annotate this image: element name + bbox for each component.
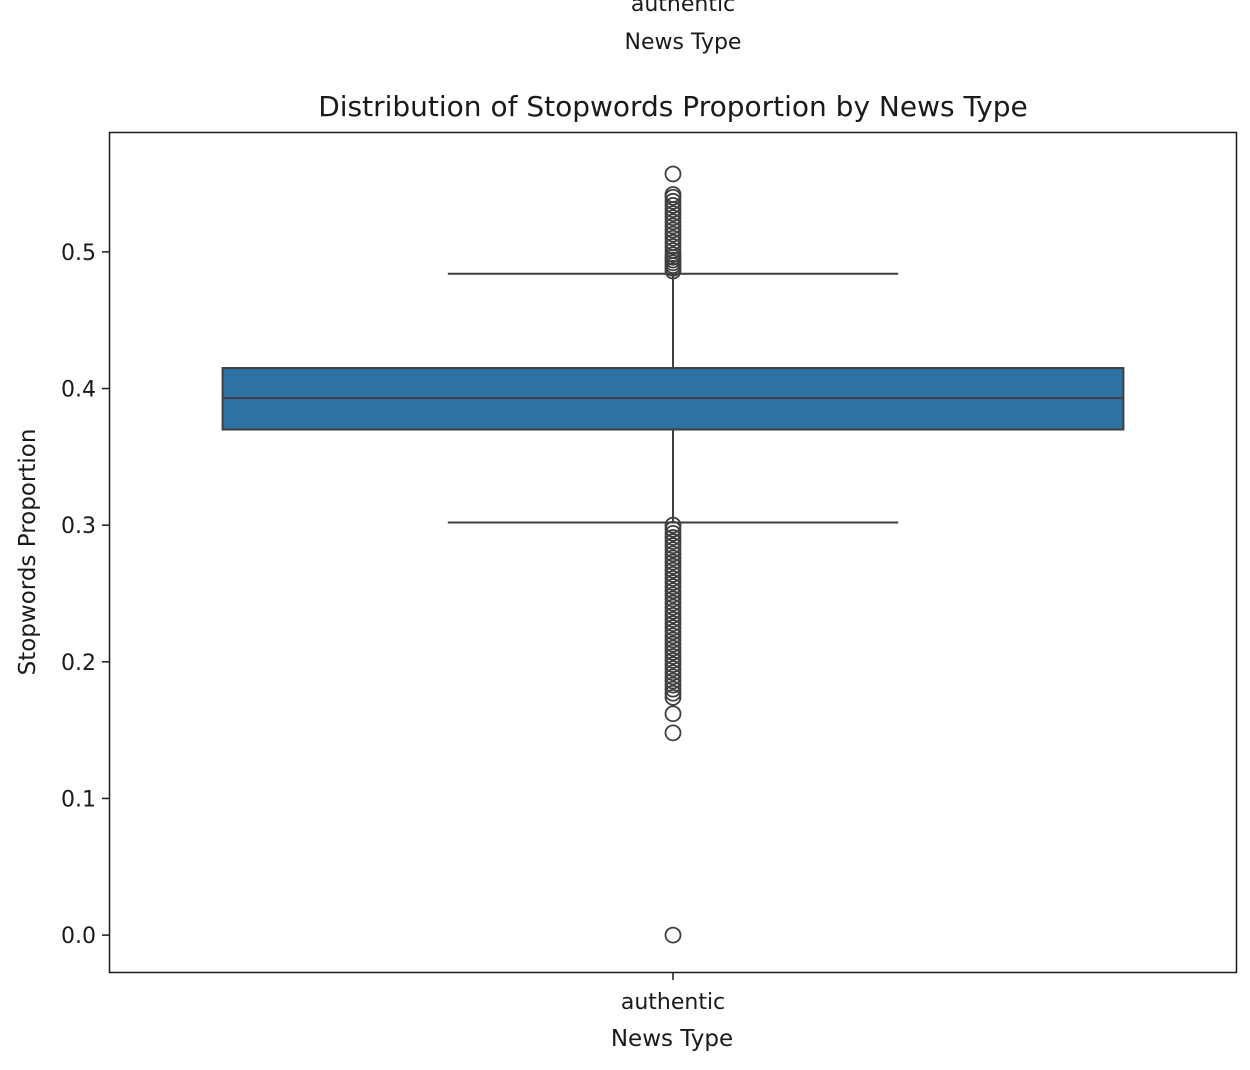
outlier-point [664, 582, 682, 600]
outlier-point [664, 660, 682, 678]
outlier-point [664, 606, 682, 624]
outlier-point [664, 570, 682, 587]
plot-area [221, 165, 1125, 944]
outlier-point [664, 541, 682, 559]
outlier-point [664, 221, 682, 239]
outlier-point [664, 217, 682, 235]
outlier-point [664, 561, 682, 579]
outlier-point [664, 553, 682, 571]
previous-panel-xlabel: News Type [624, 30, 742, 55]
outlier-point [664, 652, 682, 669]
outlier-point [664, 565, 682, 583]
axes: 0.0 0.1 0.2 0.3 0.4 0.5 authentic [61, 241, 725, 1015]
outlier-point [664, 672, 682, 690]
outlier-point [664, 656, 682, 673]
outlier-point [664, 549, 682, 567]
outlier-point [664, 262, 682, 280]
outlier-point [664, 627, 682, 645]
outlier-point [664, 529, 682, 546]
outlier-point [664, 516, 682, 534]
outlier-point [664, 192, 682, 210]
outlier-point [664, 229, 682, 247]
outlier-point [664, 524, 682, 542]
outlier-point [664, 213, 682, 231]
outlier-point [664, 578, 682, 596]
outlier-point [664, 643, 682, 661]
outlier-point [664, 209, 682, 227]
x-tick-label: authentic [621, 990, 725, 1015]
outlier-point [664, 635, 682, 653]
outlier-point [664, 205, 682, 223]
outlier-point [664, 238, 682, 255]
outlier-point [664, 926, 682, 944]
outlier-point [664, 520, 682, 538]
y-tick-label: 0.4 [61, 378, 96, 403]
y-tick-label: 0.3 [61, 514, 96, 539]
outlier-point [664, 165, 682, 183]
x-axis-label: News Type [611, 1026, 733, 1052]
outlier-point [664, 533, 682, 550]
outlier-point [664, 680, 682, 698]
outlier-point [664, 676, 682, 694]
previous-panel-tick-label: authentic [630, 0, 736, 17]
outlier-point [664, 623, 682, 641]
outlier-point [664, 684, 682, 702]
outlier-point [664, 574, 682, 591]
outlier-point [664, 724, 682, 742]
outlier-point [664, 557, 682, 575]
outlier-point [664, 647, 682, 665]
outlier-point [664, 664, 682, 682]
outlier-point [664, 668, 682, 686]
outlier-point [664, 586, 682, 604]
outlier-point [664, 590, 682, 608]
outlier-point [664, 705, 682, 723]
outlier-point [664, 602, 682, 620]
outlier-point [664, 201, 682, 218]
outlier-point [664, 197, 682, 214]
outlier-point [664, 598, 682, 616]
outlier-point [664, 545, 682, 563]
outlier-point [664, 631, 682, 649]
outlier-point [664, 688, 682, 706]
y-tick-label: 0.5 [61, 241, 96, 266]
outlier-point [664, 611, 682, 628]
y-tick-label: 0.0 [61, 924, 96, 949]
y-tick-label: 0.1 [61, 787, 96, 812]
outlier-point [664, 619, 682, 637]
outlier-point [664, 188, 682, 206]
outlier-point [664, 594, 682, 612]
outlier-point [664, 615, 682, 632]
y-tick-label: 0.2 [61, 651, 96, 676]
outlier-point [664, 639, 682, 657]
outlier-point [664, 537, 682, 555]
chart-title: Distribution of Stopwords Proportion by … [318, 90, 1028, 123]
y-axis-label: Stopwords Proportion [15, 429, 41, 676]
outlier-point [664, 225, 682, 243]
